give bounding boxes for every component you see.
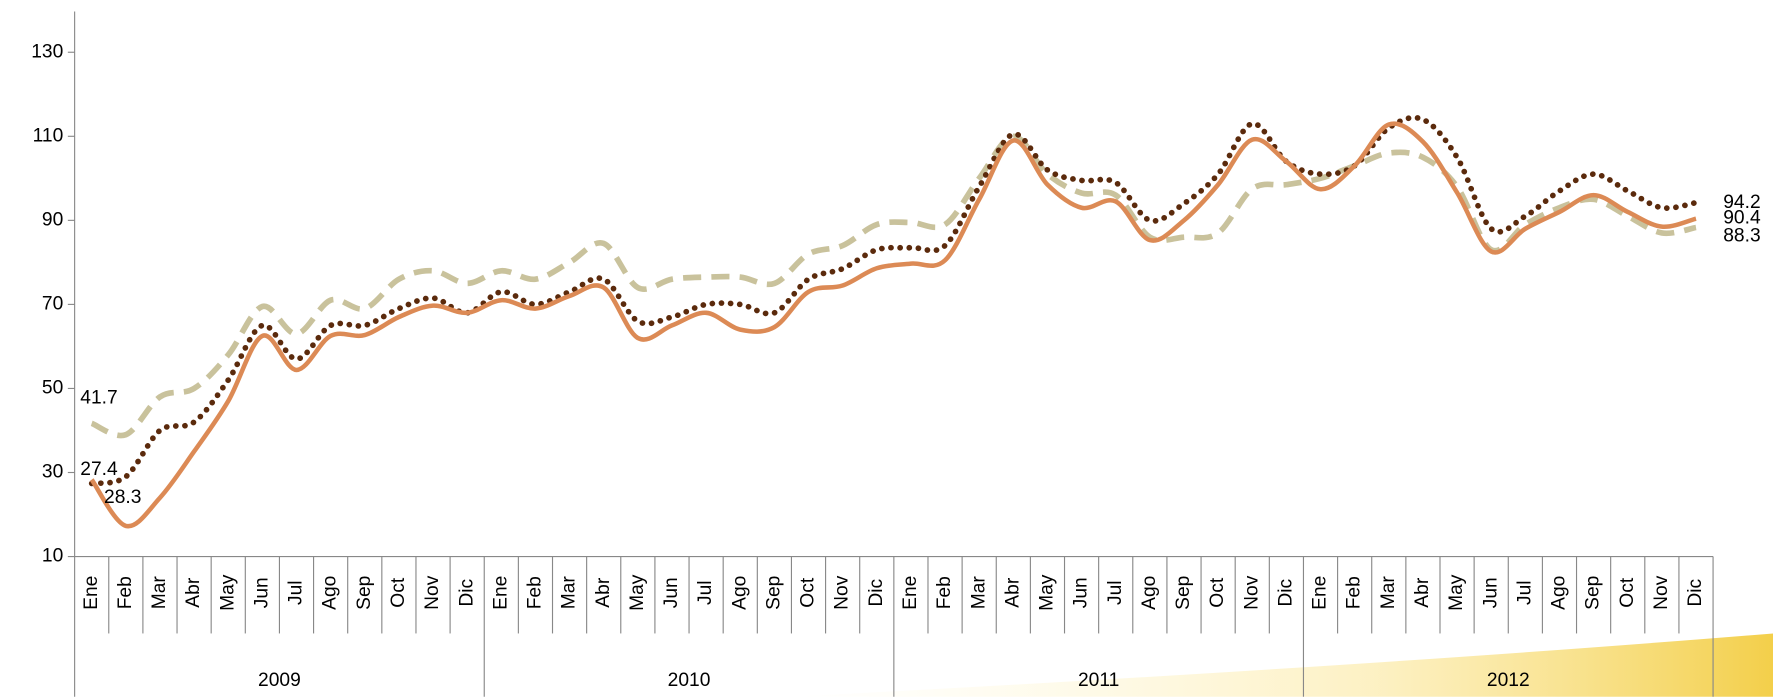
x-tick-label: Feb (525, 576, 546, 609)
x-tick-label: Jul (1514, 580, 1535, 605)
group-label: 2009 (258, 670, 301, 691)
x-tick-label: Abr (593, 577, 614, 608)
y-tick-label: 30 (42, 462, 63, 483)
x-tick-label: Feb (115, 576, 136, 609)
x-tick-label: Sep (1583, 576, 1604, 610)
x-tick-label: Nov (1241, 575, 1262, 610)
x-tick-label: Mar (1378, 576, 1399, 610)
x-tick-label: Jul (286, 580, 307, 605)
x-tick-label: May (217, 574, 238, 611)
x-tick-label: Sep (763, 576, 784, 610)
data-label: 41.7 (80, 388, 117, 409)
background-swoosh (791, 633, 1773, 697)
x-tick-label: Feb (934, 576, 955, 609)
x-tick-label: Abr (183, 577, 204, 608)
x-tick-label: Abr (1412, 577, 1433, 608)
x-tick-label: Abr (1002, 577, 1023, 608)
y-tick-label: 90 (42, 209, 63, 230)
group-label: 2012 (1487, 670, 1530, 691)
series-line (88, 114, 1699, 487)
x-tick-label: Sep (1173, 576, 1194, 610)
x-tick-label: Oct (388, 577, 409, 608)
x-tick-label: Oct (798, 577, 819, 608)
x-tick-label: Sep (354, 576, 375, 610)
x-tick-label: Jul (695, 580, 716, 605)
group-label: 2011 (1078, 670, 1119, 691)
x-tick-label: Nov (832, 575, 853, 610)
y-tick-label: 110 (33, 125, 64, 146)
x-tick-label: Ago (1139, 576, 1160, 610)
x-tick-label: Dic (866, 578, 887, 606)
x-tick-label: Ene (900, 576, 921, 610)
x-tick-label: Dic (456, 578, 477, 606)
x-tick-label: Ago (320, 576, 341, 610)
data-label: 27.4 (80, 459, 118, 480)
y-tick-label: 70 (42, 293, 63, 314)
x-tick-label: Ago (1549, 576, 1570, 610)
x-tick-label: Mar (559, 576, 580, 610)
y-tick-label: 50 (42, 378, 63, 399)
x-tick-label: Ene (81, 576, 102, 610)
x-tick-label: Nov (422, 575, 443, 610)
x-tick-label: Jun (251, 577, 272, 608)
x-tick-label: Oct (1207, 577, 1228, 608)
plot: 10 30 50 70 90 110 130 Ene Feb Mar Abr May Jun Jul Ago… (31, 11, 1761, 697)
data-label: 28.3 (104, 487, 141, 508)
group-label: 2010 (668, 670, 711, 691)
x-tick-label: Mar (149, 576, 170, 610)
data-label: 88.3 (1723, 226, 1760, 247)
x-tick-label: May (1037, 574, 1058, 611)
x-tick-label: Oct (1617, 577, 1638, 608)
series-line (90, 133, 1697, 439)
x-tick-label: Mar (968, 576, 989, 610)
x-tick-label: Jun (1071, 577, 1092, 608)
x-tick-label: Jun (661, 577, 682, 608)
x-tick-label: Jul (1105, 580, 1126, 605)
x-tick-label: Jun (1480, 577, 1501, 608)
x-tick-label: Dic (1275, 578, 1296, 606)
x-tick-label: May (627, 574, 648, 611)
y-tick-label: 10 (42, 546, 63, 567)
x-tick-label: May (1446, 574, 1467, 611)
series-line (89, 121, 1697, 529)
data-label: 94.2 (1723, 192, 1760, 213)
x-tick-label: Ene (490, 576, 511, 610)
x-tick-label: Ago (729, 576, 750, 610)
x-tick-label: Nov (1651, 575, 1672, 610)
x-tick-label: Feb (1344, 576, 1365, 609)
data-label: 90.4 (1723, 208, 1761, 229)
x-tick-label: Dic (1685, 578, 1706, 606)
x-tick-label: Ene (1310, 576, 1331, 610)
y-tick-label: 130 (31, 41, 63, 62)
